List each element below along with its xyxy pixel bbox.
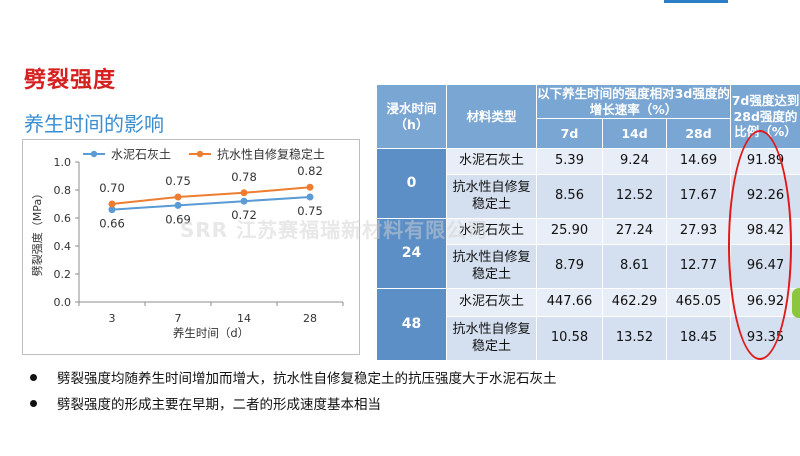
legend-marker — [196, 150, 204, 158]
header-soak-time: 浸水时间（h） — [376, 84, 447, 149]
y-tick-label: 0.6 — [54, 212, 72, 225]
section-subtitle: 养生时间的影响 — [24, 112, 164, 136]
soak-time-cell: 48 — [376, 288, 447, 361]
legend-label: 抗水性自修复稳定土 — [217, 147, 325, 162]
side-badge-icon — [792, 288, 800, 318]
value-cell: 10.58 — [536, 316, 603, 361]
data-label: 0.70 — [99, 181, 125, 195]
data-label: 0.72 — [231, 208, 257, 222]
value-cell: 13.52 — [602, 316, 667, 361]
data-point — [108, 206, 116, 214]
bullet-list: 劈裂强度均随养生时间增加而增大，抗水性自修复稳定土的抗压强度大于水泥石灰土 劈裂… — [30, 364, 557, 416]
data-point — [174, 193, 182, 201]
material-cell: 水泥石灰土 — [446, 288, 537, 317]
data-label: 0.69 — [165, 212, 191, 226]
value-cell: 25.90 — [536, 218, 603, 245]
value-cell: 462.29 — [602, 288, 667, 317]
bullet-text: 劈裂强度均随养生时间增加而增大，抗水性自修复稳定土的抗压强度大于水泥石灰土 — [57, 371, 557, 387]
highlight-oval — [728, 130, 792, 360]
soak-time-cell: 24 — [376, 218, 447, 289]
value-cell: 27.24 — [602, 218, 667, 245]
material-cell: 抗水性自修复稳定土 — [446, 244, 537, 289]
data-label: 0.75 — [165, 174, 191, 188]
value-cell: 465.05 — [665, 288, 732, 317]
header-28d: 28d — [665, 118, 732, 149]
data-label: 0.75 — [297, 204, 323, 218]
value-cell: 27.93 — [665, 218, 732, 245]
series-line-0 — [111, 196, 311, 211]
bullet-dot-icon — [30, 373, 37, 381]
value-cell: 8.56 — [536, 174, 603, 219]
x-tick-label: 3 — [109, 312, 116, 325]
value-cell: 17.67 — [665, 174, 732, 219]
value-cell: 8.61 — [602, 244, 667, 289]
chart-canvas: 0.0 0.2 0.4 0.6 0.8 1.0 3 7 14 28 养生时间（d） 劈裂强度（MPa）… — [30, 147, 344, 340]
bullet-item: 劈裂强度的形成主要在早期，二者的形成速度基本相当 — [30, 390, 557, 416]
company-watermark: SRR 江苏赛福瑞新材料有限公司 — [180, 214, 488, 243]
bullet-item: 劈裂强度均随养生时间增加而增大，抗水性自修复稳定土的抗压强度大于水泥石灰土 — [30, 364, 557, 390]
value-cell: 5.39 — [536, 148, 603, 175]
x-tick-label: 14 — [237, 312, 251, 325]
value-cell: 447.66 — [536, 288, 603, 317]
top-accent-bar — [664, 0, 728, 3]
watermark-company: 江苏赛福瑞新材料有限公司 — [236, 218, 489, 242]
strength-line-chart: 0.0 0.2 0.4 0.6 0.8 1.0 3 7 14 28 养生时间（d） 劈裂强度（MPa）… — [22, 139, 360, 355]
x-tick-label: 28 — [303, 312, 317, 325]
value-cell: 12.77 — [665, 244, 732, 289]
y-tick-label: 0.2 — [54, 268, 72, 281]
watermark-logo: SRR — [180, 218, 229, 242]
y-axis-label: 劈裂强度（MPa） — [30, 188, 44, 276]
x-axis-label: 养生时间（d） — [173, 326, 249, 340]
bullet-dot-icon — [30, 399, 37, 407]
y-tick-label: 0.4 — [54, 240, 72, 253]
legend-label: 水泥石灰土 — [111, 148, 171, 162]
header-7d: 7d — [536, 118, 603, 149]
data-point — [108, 200, 116, 208]
data-point — [174, 201, 182, 209]
data-label: 0.66 — [99, 217, 125, 231]
value-cell: 14.69 — [665, 148, 732, 175]
series-line-1 — [111, 186, 311, 205]
data-label: 0.82 — [297, 164, 323, 178]
data-point — [306, 183, 314, 191]
growth-rate-table: 浸水时间（h） 材料类型 以下养生时间的强度相对3d强度的增长速率（%） 7d强… — [376, 84, 800, 361]
header-14d: 14d — [602, 118, 667, 149]
x-tick-label: 7 — [175, 312, 182, 325]
value-cell: 18.45 — [665, 316, 732, 361]
slide-title: 劈裂强度 — [24, 68, 117, 93]
data-point — [240, 189, 248, 197]
value-cell: 12.52 — [602, 174, 667, 219]
material-cell: 抗水性自修复稳定土 — [446, 174, 537, 219]
header-growth-rate: 以下养生时间的强度相对3d强度的增长速率（%） — [535, 84, 732, 119]
data-point — [240, 197, 248, 205]
material-cell: 水泥石灰土 — [446, 148, 537, 175]
value-cell: 8.79 — [536, 244, 603, 289]
y-tick-label: 0.0 — [54, 296, 72, 309]
data-label: 0.78 — [231, 170, 257, 184]
y-tick-label: 0.8 — [54, 184, 72, 197]
header-material-type: 材料类型 — [446, 84, 537, 149]
material-cell: 抗水性自修复稳定土 — [446, 316, 537, 361]
value-cell: 9.24 — [602, 148, 667, 175]
data-point — [306, 193, 314, 201]
material-cell: 水泥石灰土 — [446, 218, 537, 245]
soak-time-cell: 0 — [376, 148, 447, 219]
y-tick-label: 1.0 — [54, 156, 72, 169]
bullet-text: 劈裂强度的形成主要在早期，二者的形成速度基本相当 — [57, 397, 381, 413]
legend-marker — [90, 150, 98, 158]
